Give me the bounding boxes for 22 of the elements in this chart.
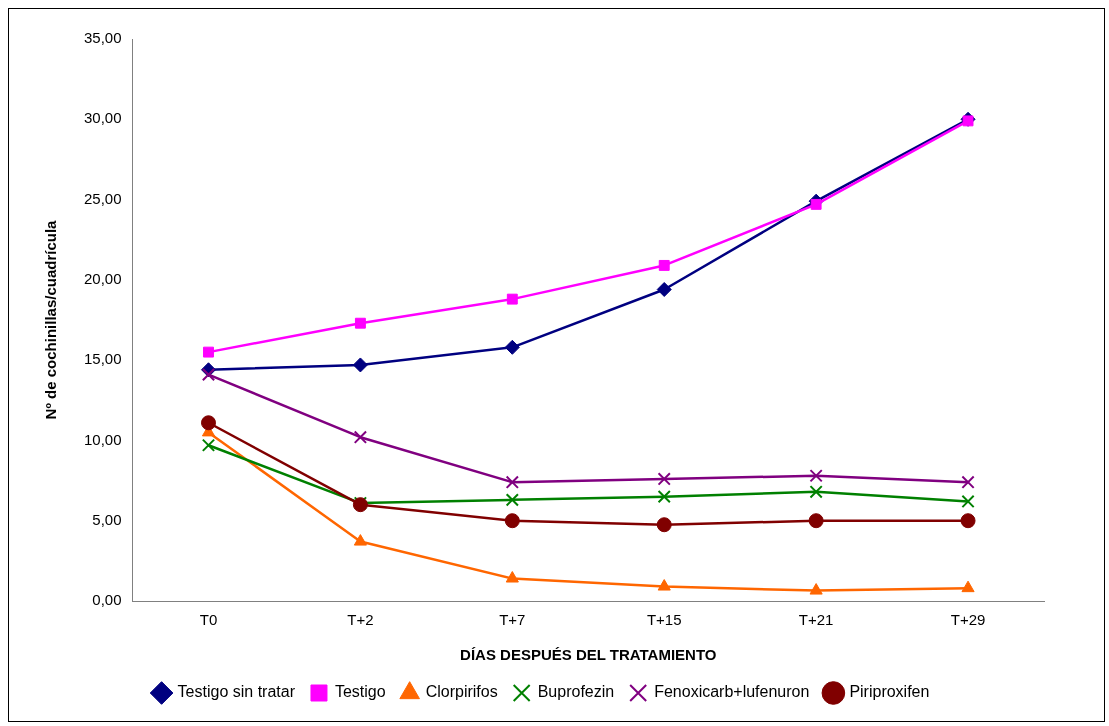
- y-tick-label: 20,00: [83, 270, 122, 287]
- y-tick-label: 0,00: [92, 591, 122, 609]
- legend-label: Piriproxifen: [849, 683, 930, 701]
- y-tick-label: 25,00: [83, 189, 122, 207]
- y-tick-label: 15,00: [83, 350, 122, 368]
- y-tick-label: 30,00: [83, 109, 122, 127]
- legend-label: Buprofezin: [537, 683, 615, 701]
- x-tick-label: T+29: [950, 611, 986, 629]
- x-tick-label: T+15: [646, 611, 682, 629]
- x-tick-label: T+2: [347, 611, 374, 629]
- x-tick-label: T+7: [499, 611, 526, 629]
- x-axis-title: DÍAS DESPUÉS DEL TRATAMIENTO: [460, 646, 717, 664]
- legend-label: Testigo: [334, 683, 386, 701]
- legend-label: Fenoxicarb+lufenuron: [654, 683, 810, 701]
- y-tick-label: 5,00: [92, 510, 122, 528]
- x-tick-label: T0: [199, 611, 218, 629]
- y-axis-title: Nº de cochinillas/cuadrícula: [42, 219, 60, 420]
- legend-label: Testigo sin tratar: [177, 683, 296, 701]
- legend-label: Clorpirifos: [425, 683, 498, 701]
- y-tick-label: 10,00: [83, 430, 122, 448]
- x-tick-label: T+21: [798, 611, 834, 629]
- y-tick-label: 35,00: [83, 29, 122, 47]
